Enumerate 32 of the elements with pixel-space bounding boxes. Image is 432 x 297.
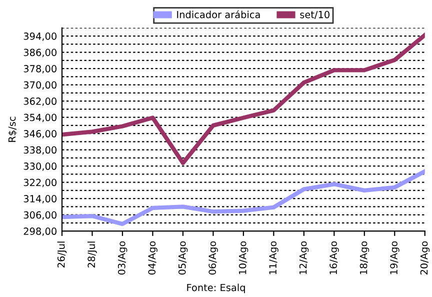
- x-tick-label: 26/Jul: [57, 242, 67, 268]
- x-tick-label: 10/Ago: [238, 241, 248, 274]
- y-tick-label: 306,00: [24, 211, 56, 220]
- y-tick-label: 354,00: [24, 114, 56, 122]
- y-tick-label: 322,00: [24, 178, 56, 188]
- y-tick-label: 386,00: [24, 48, 56, 58]
- y-tick-label: 370,00: [24, 81, 56, 90]
- x-tick-label: 28/Jul: [88, 242, 97, 268]
- line-series: [62, 169, 425, 226]
- x-tick-label: 05/Ago: [178, 241, 188, 275]
- y-tick-label: 314,00: [24, 195, 56, 204]
- y-tick-label: 298,00: [24, 228, 56, 236]
- y-tick-label: 378,00: [24, 65, 56, 74]
- x-tick-label: 03/Ago: [118, 241, 128, 275]
- y-tick-label: 362,00: [24, 98, 56, 106]
- y-tick-label: 394,00: [24, 32, 56, 41]
- legend-label: set/10: [300, 10, 330, 20]
- x-tick-label: 12/Ago: [299, 241, 309, 274]
- y-axis-title: R$/sc: [8, 116, 17, 142]
- x-tick-label: 20/Ago: [420, 241, 430, 274]
- x-tick-label: 11/Ago: [269, 241, 278, 274]
- y-tick-label: 346,00: [24, 130, 56, 138]
- x-tick-label: 19/Ago: [390, 241, 400, 274]
- y-tick-label: 338,00: [24, 146, 56, 155]
- y-tick-label: 330,00: [24, 162, 56, 171]
- legend-label: Indicador arábica: [177, 10, 260, 18]
- x-tick-label: 04/Ago: [148, 241, 158, 275]
- x-tick-label: 16/Ago: [330, 241, 339, 274]
- source-note: Fonte: Esalq: [187, 284, 245, 294]
- x-tick-label: 18/Ago: [360, 241, 370, 274]
- line-series: [62, 32, 425, 166]
- x-tick-label: 06/Ago: [208, 241, 218, 275]
